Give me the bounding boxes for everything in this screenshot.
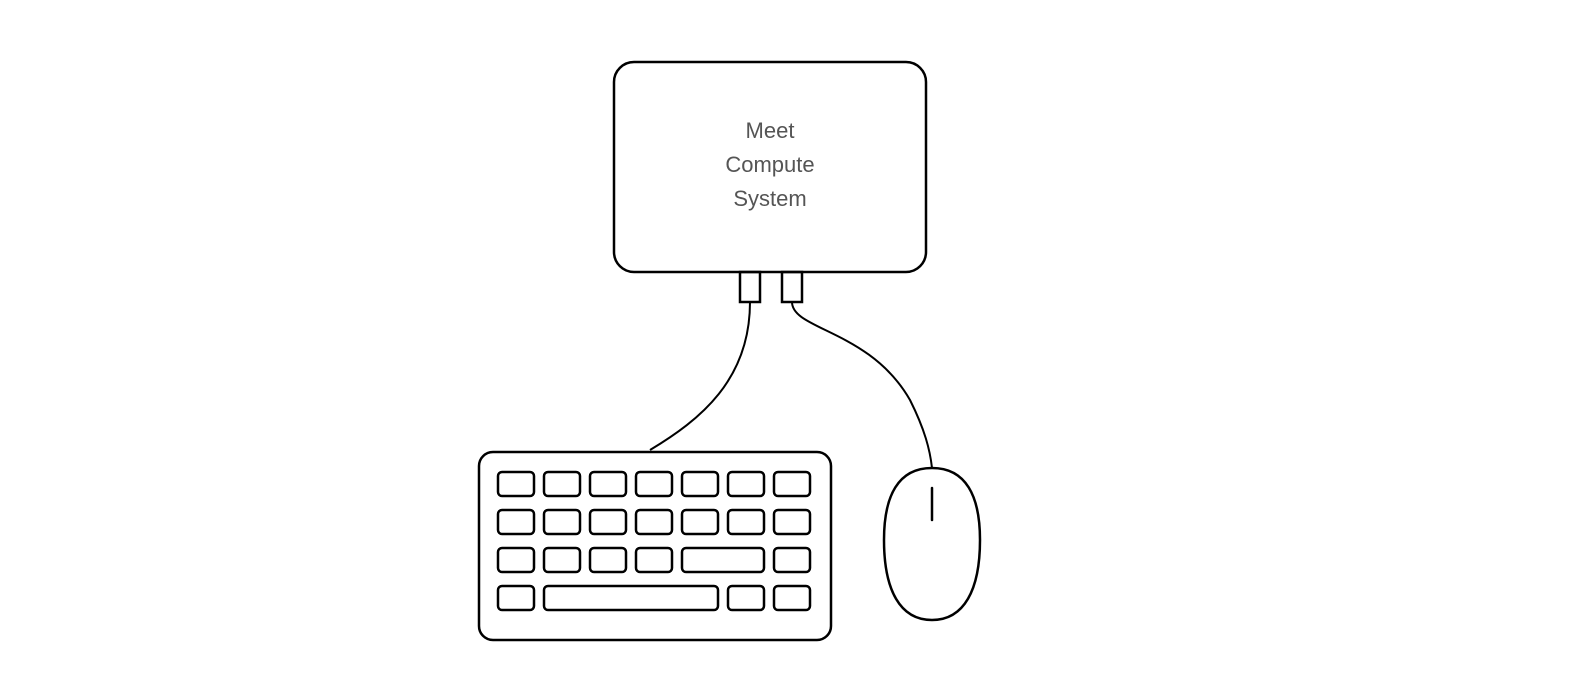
compute-box-label-line-2: System [733,186,806,211]
compute-box-label-line-1: Compute [725,152,814,177]
background [0,0,1582,700]
compute-box-label-line-0: Meet [746,118,795,143]
diagram-canvas: Meet Compute System [0,0,1582,700]
